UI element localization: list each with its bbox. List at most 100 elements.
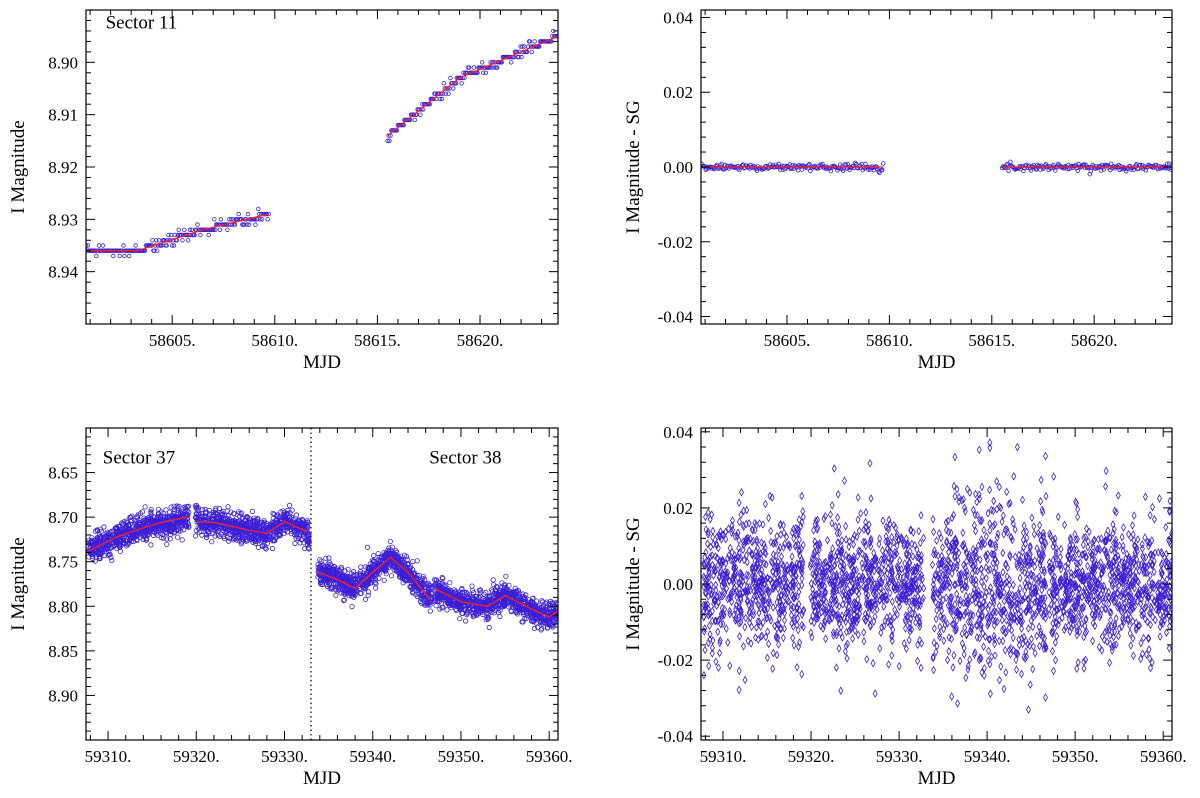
- data-point: [96, 243, 102, 248]
- data-point: [416, 584, 423, 591]
- data-point: [154, 248, 160, 253]
- data-point: [157, 526, 163, 533]
- data-point: [727, 661, 733, 671]
- data-point: [265, 217, 270, 222]
- data-point: [126, 253, 132, 259]
- data-point: [383, 571, 389, 577]
- data-point: [731, 610, 737, 620]
- data-point: [249, 508, 255, 514]
- data-point: [153, 238, 159, 243]
- data-point: [317, 557, 323, 563]
- data-point: [742, 675, 748, 685]
- data-point: [743, 536, 749, 546]
- data-point: [157, 514, 163, 520]
- data-point: [773, 633, 779, 643]
- data-point: [427, 608, 433, 614]
- data-point: [531, 601, 538, 607]
- data-point: [514, 589, 520, 595]
- data-point: [732, 550, 738, 560]
- data-point: [721, 530, 727, 540]
- data-point: [886, 660, 892, 669]
- data-point: [537, 614, 543, 620]
- y-tick-label: 8.91: [48, 106, 78, 125]
- data-point: [328, 584, 334, 590]
- data-point: [713, 539, 719, 549]
- data-point: [240, 534, 246, 540]
- data-point: [788, 610, 794, 620]
- data-point: [750, 578, 756, 588]
- data-point: [737, 555, 743, 564]
- data-point: [796, 560, 802, 569]
- data-point: [1052, 165, 1057, 170]
- data-point: [471, 65, 476, 70]
- data-point: [707, 514, 713, 524]
- data-point: [717, 648, 723, 658]
- data-point: [828, 168, 834, 174]
- data-point: [726, 524, 732, 534]
- data-point: [752, 563, 758, 573]
- data-point: [707, 621, 712, 631]
- data-point: [446, 598, 452, 604]
- data-point: [799, 555, 805, 564]
- data-point: [770, 584, 776, 594]
- data-point: [215, 528, 221, 535]
- data-point: [740, 588, 746, 598]
- data-point: [94, 253, 99, 259]
- data-point: [505, 604, 512, 610]
- data-point: [463, 589, 469, 596]
- data-point: [791, 614, 797, 623]
- data-point: [431, 96, 436, 102]
- data-point: [706, 661, 712, 671]
- data-point: [142, 520, 148, 526]
- data-point: [709, 649, 715, 658]
- data-point: [397, 569, 403, 575]
- data-point: [439, 96, 445, 102]
- data-point: [246, 515, 252, 521]
- data-point: [741, 506, 747, 516]
- data-point: [742, 622, 748, 632]
- data-point: [861, 525, 867, 534]
- data-point: [779, 559, 785, 569]
- data-point: [217, 227, 223, 232]
- data-point: [403, 553, 410, 560]
- data-point: [344, 577, 350, 583]
- data-point: [774, 531, 780, 541]
- data-point: [555, 34, 558, 39]
- data-point: [133, 519, 139, 525]
- data-point: [825, 562, 831, 571]
- data-point: [242, 222, 247, 227]
- data-point: [192, 503, 198, 509]
- data-point: [372, 579, 378, 586]
- data-point: [765, 574, 770, 583]
- data-point: [531, 618, 537, 624]
- data-point: [800, 540, 806, 550]
- data-point: [829, 518, 835, 528]
- data-point: [794, 620, 800, 630]
- data-point: [721, 578, 727, 588]
- data-point: [858, 509, 864, 518]
- data-point: [342, 568, 348, 574]
- data-point: [341, 586, 348, 593]
- data-point: [745, 596, 751, 606]
- chart-bottom-right: 59310. 59320. 59330. 59340. 59350. 59360.0.04…: [623, 423, 1187, 789]
- data-point: [194, 504, 200, 510]
- data-point: [702, 588, 708, 598]
- data-point: [791, 593, 796, 603]
- data-point: [193, 502, 200, 508]
- data-point: [175, 526, 181, 532]
- y-tick-label: 8.75: [48, 553, 78, 572]
- data-point: [269, 545, 276, 552]
- data-point: [706, 572, 712, 582]
- data-point: [206, 507, 212, 514]
- data-point: [789, 560, 795, 570]
- data-point: [707, 635, 713, 644]
- data-point: [489, 609, 495, 615]
- data-point: [716, 615, 722, 625]
- data-point: [383, 565, 389, 571]
- data-point: [550, 600, 556, 606]
- data-point: [781, 543, 787, 552]
- data-point: [774, 579, 780, 588]
- data-point: [223, 519, 229, 525]
- data-point: [493, 583, 500, 590]
